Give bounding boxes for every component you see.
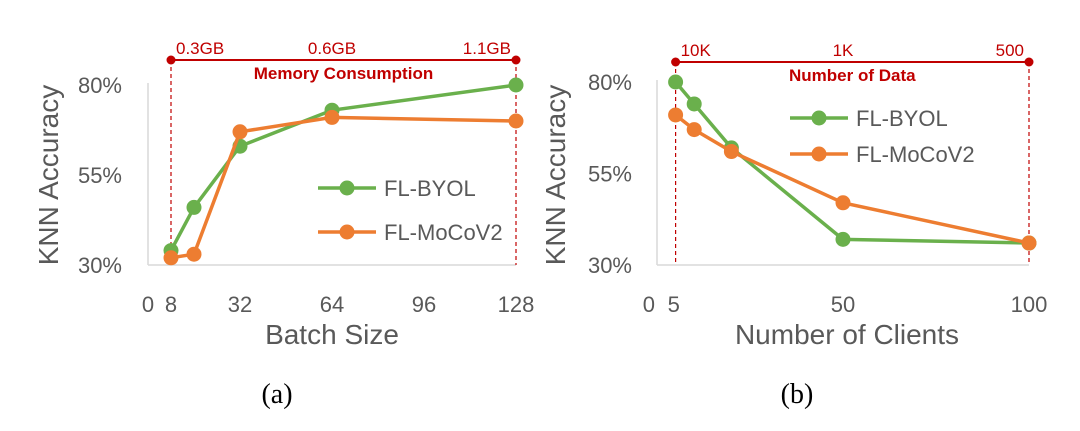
x-tick-label: 100 (1011, 292, 1048, 317)
x-tick-label: 8 (165, 292, 177, 317)
top-annotation-label: 1K (833, 41, 854, 60)
legend-label: FL-BYOL (856, 106, 948, 131)
series-line-fl-byol (674, 80, 1030, 245)
data-point-fl-mocov2 (324, 109, 340, 125)
chart-caption: (b) (781, 379, 814, 410)
top-annotation-label: 10K (681, 41, 712, 60)
data-point-fl-mocov2 (1021, 235, 1037, 251)
y-tick-label: 80% (78, 73, 122, 98)
data-point-fl-mocov2 (723, 144, 739, 160)
data-point-fl-mocov2 (186, 246, 202, 262)
legend-marker (811, 110, 827, 126)
chart-a: 30% 55% 80% 0 8 32 64 96 128 Batch Size KNN Accura… (33, 39, 534, 410)
y-tick-label: 55% (78, 163, 122, 188)
x-tick-label: 64 (320, 292, 344, 317)
x-axis-title: Batch Size (265, 319, 399, 350)
y-axis-title: KNN Accuracy (33, 85, 64, 266)
data-point-fl-mocov2 (508, 113, 524, 129)
legend-label: FL-BYOL (384, 176, 476, 201)
x-axis-title: Number of Clients (735, 319, 959, 350)
top-annotation-title: Memory Consumption (254, 64, 433, 83)
data-point-fl-mocov2 (668, 107, 684, 123)
legend-marker (811, 146, 827, 162)
x-tick-label: 128 (498, 292, 535, 317)
top-annotation-label: 0.3GB (176, 39, 224, 58)
x-tick-label: 0 (142, 292, 154, 317)
y-tick-label: 30% (78, 253, 122, 278)
data-point-fl-byol (686, 96, 702, 112)
y-tick-label: 55% (588, 162, 632, 187)
legend-label: FL-MoCoV2 (856, 142, 975, 167)
top-annotation-marker (511, 55, 521, 65)
data-point-fl-mocov2 (835, 195, 851, 211)
top-annotation-marker (166, 55, 176, 65)
data-point-fl-mocov2 (163, 250, 179, 266)
chart-caption: (a) (261, 379, 292, 410)
y-axis-title: KNN Accuracy (540, 85, 571, 266)
x-tick-label: 32 (228, 292, 252, 317)
data-point-fl-mocov2 (686, 122, 702, 138)
top-annotation-label: 500 (996, 41, 1024, 60)
x-tick-label: 5 (668, 292, 680, 317)
x-tick-label: 0 (643, 292, 655, 317)
y-tick-label: 80% (588, 70, 632, 95)
x-tick-label: 96 (412, 292, 436, 317)
data-point-fl-byol (508, 77, 524, 93)
legend-marker (339, 180, 355, 196)
top-annotation-marker (671, 57, 681, 67)
top-annotation-label: 1.1GB (463, 39, 511, 58)
chart-b: 30% 55% 80% 0 5 50 100 Number of Clients KNN Acc… (540, 41, 1047, 410)
data-point-fl-byol (668, 74, 684, 90)
x-tick-label: 50 (831, 292, 855, 317)
y-tick-label: 30% (588, 253, 632, 278)
data-point-fl-mocov2 (232, 124, 248, 140)
top-annotation-label: 0.6GB (308, 39, 356, 58)
legend-label: FL-MoCoV2 (384, 220, 503, 245)
data-point-fl-byol (186, 199, 202, 215)
top-annotation-title: Number of Data (789, 66, 916, 85)
series-line-fl-mocov2 (674, 113, 1030, 245)
data-point-fl-byol (835, 231, 851, 247)
legend-marker (339, 224, 355, 240)
top-annotation-marker (1024, 57, 1034, 67)
